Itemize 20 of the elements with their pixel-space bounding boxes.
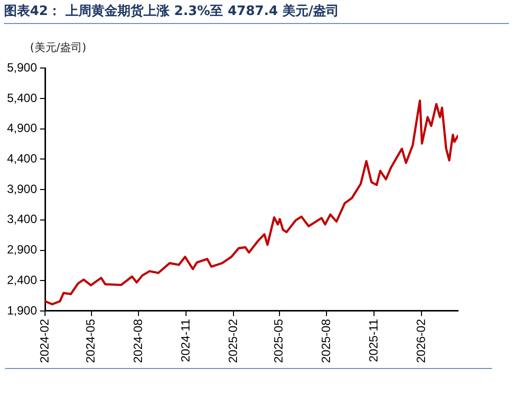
x-tick-label: 2025-08 [319, 318, 334, 364]
chart-title: 图表42： 上周黄金期货上涨 2.3%至 4787.4 美元/盎司 [4, 2, 509, 24]
x-tick-label: 2025-11 [366, 318, 380, 362]
y-tick-label: 4,900 [7, 121, 38, 136]
x-tick-label: 2024-08 [131, 318, 146, 364]
x-tick-label: 2026-02 [414, 318, 428, 364]
y-tick-label: 2,900 [7, 242, 38, 257]
x-tick-label: 2024-02 [37, 318, 52, 364]
y-tick-label: 5,900 [7, 60, 38, 75]
x-tick-label: 2024-05 [84, 318, 98, 364]
y-tick-label: 3,400 [7, 212, 38, 226]
y-tick-label: 4,400 [7, 152, 38, 166]
y-tick-label: 1,900 [7, 303, 38, 318]
x-tick-label: 2024-11 [178, 318, 192, 362]
y-tick-label: 2,400 [7, 272, 38, 287]
y-tick-label: 3,900 [7, 182, 38, 196]
x-tick-label: 2025-05 [272, 318, 286, 364]
y-axis-title: (美元/盎司) [30, 40, 86, 55]
y-tick-label: 5,400 [7, 90, 38, 105]
x-tick-label: 2025-02 [226, 318, 240, 364]
